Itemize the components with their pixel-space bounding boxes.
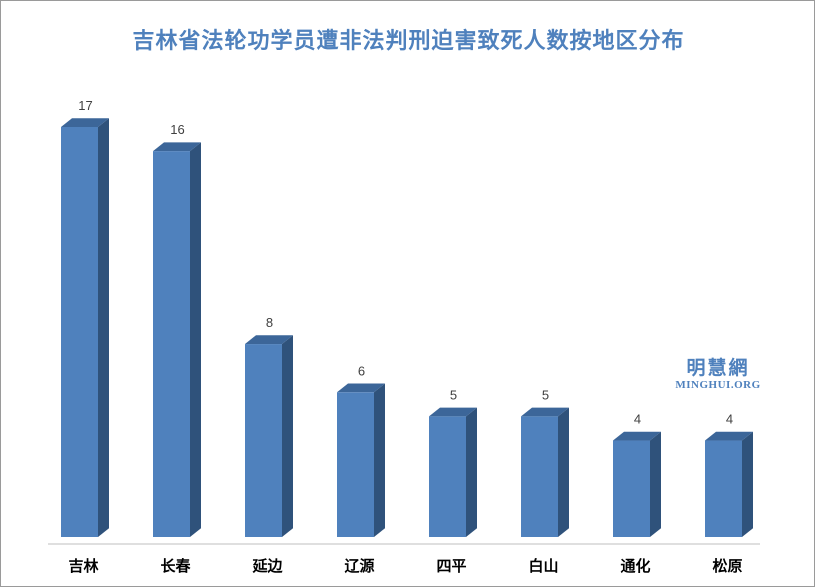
- bar-front: [521, 416, 558, 537]
- bar-top: [245, 335, 293, 345]
- bar-front: [337, 392, 374, 537]
- bar-side: [558, 407, 569, 537]
- bar-长春: [153, 142, 201, 538]
- bar-front: [613, 440, 650, 537]
- value-label: 4: [726, 412, 733, 427]
- bar-top: [705, 431, 753, 441]
- bar-松原: [705, 431, 753, 537]
- category-label: 吉林: [68, 557, 99, 575]
- bar-front: [245, 344, 282, 537]
- bar-side: [282, 335, 293, 537]
- bar-辽源: [337, 383, 385, 537]
- bar-吉林: [61, 118, 109, 537]
- category-label: 四平: [436, 557, 466, 575]
- bar-front: [705, 440, 742, 537]
- bar-side: [466, 407, 477, 537]
- bar-side: [190, 142, 201, 538]
- bar-side: [650, 431, 661, 537]
- bar-白山: [521, 407, 569, 537]
- value-label: 5: [450, 387, 457, 402]
- bar-side: [742, 431, 753, 537]
- watermark-chinese: 明慧網: [686, 357, 750, 379]
- bars-layer: [61, 118, 753, 538]
- bar-top: [429, 407, 477, 417]
- value-label: 4: [634, 412, 641, 427]
- bar-top: [337, 383, 385, 393]
- category-label: 延边: [251, 557, 283, 575]
- category-label: 辽源: [344, 557, 374, 575]
- value-label: 8: [266, 315, 273, 330]
- category-label: 长春: [160, 557, 190, 575]
- bar-side: [98, 118, 109, 537]
- bar-top: [61, 118, 109, 127]
- minghui-watermark: 明慧網 MINGHUI.ORG: [668, 358, 768, 392]
- bar-top: [521, 407, 569, 417]
- bar-front: [61, 127, 98, 537]
- chart-title: 吉林省法轮功学员遭非法判刑迫害致死人数按地区分布: [132, 29, 685, 54]
- bar-top: [613, 431, 661, 441]
- labels-layer: 17 吉林 16 长春 8 延边 6 辽源 5 四平 5 白山 4 通化 4 松原: [68, 98, 742, 575]
- bar-top: [153, 142, 201, 152]
- bar-front: [153, 151, 190, 537]
- category-label: 松原: [712, 557, 742, 575]
- bar-四平: [429, 407, 477, 537]
- bar-front: [429, 416, 466, 537]
- value-label: 6: [358, 363, 365, 378]
- bar-延边: [245, 335, 293, 537]
- value-label: 17: [78, 98, 92, 113]
- value-label: 5: [542, 387, 549, 402]
- bar-通化: [613, 431, 661, 537]
- category-label: 通化: [620, 557, 650, 575]
- watermark-english: MINGHUI.ORG: [675, 379, 761, 391]
- bar-side: [374, 383, 385, 537]
- value-label: 16: [170, 122, 184, 137]
- category-label: 白山: [528, 557, 558, 575]
